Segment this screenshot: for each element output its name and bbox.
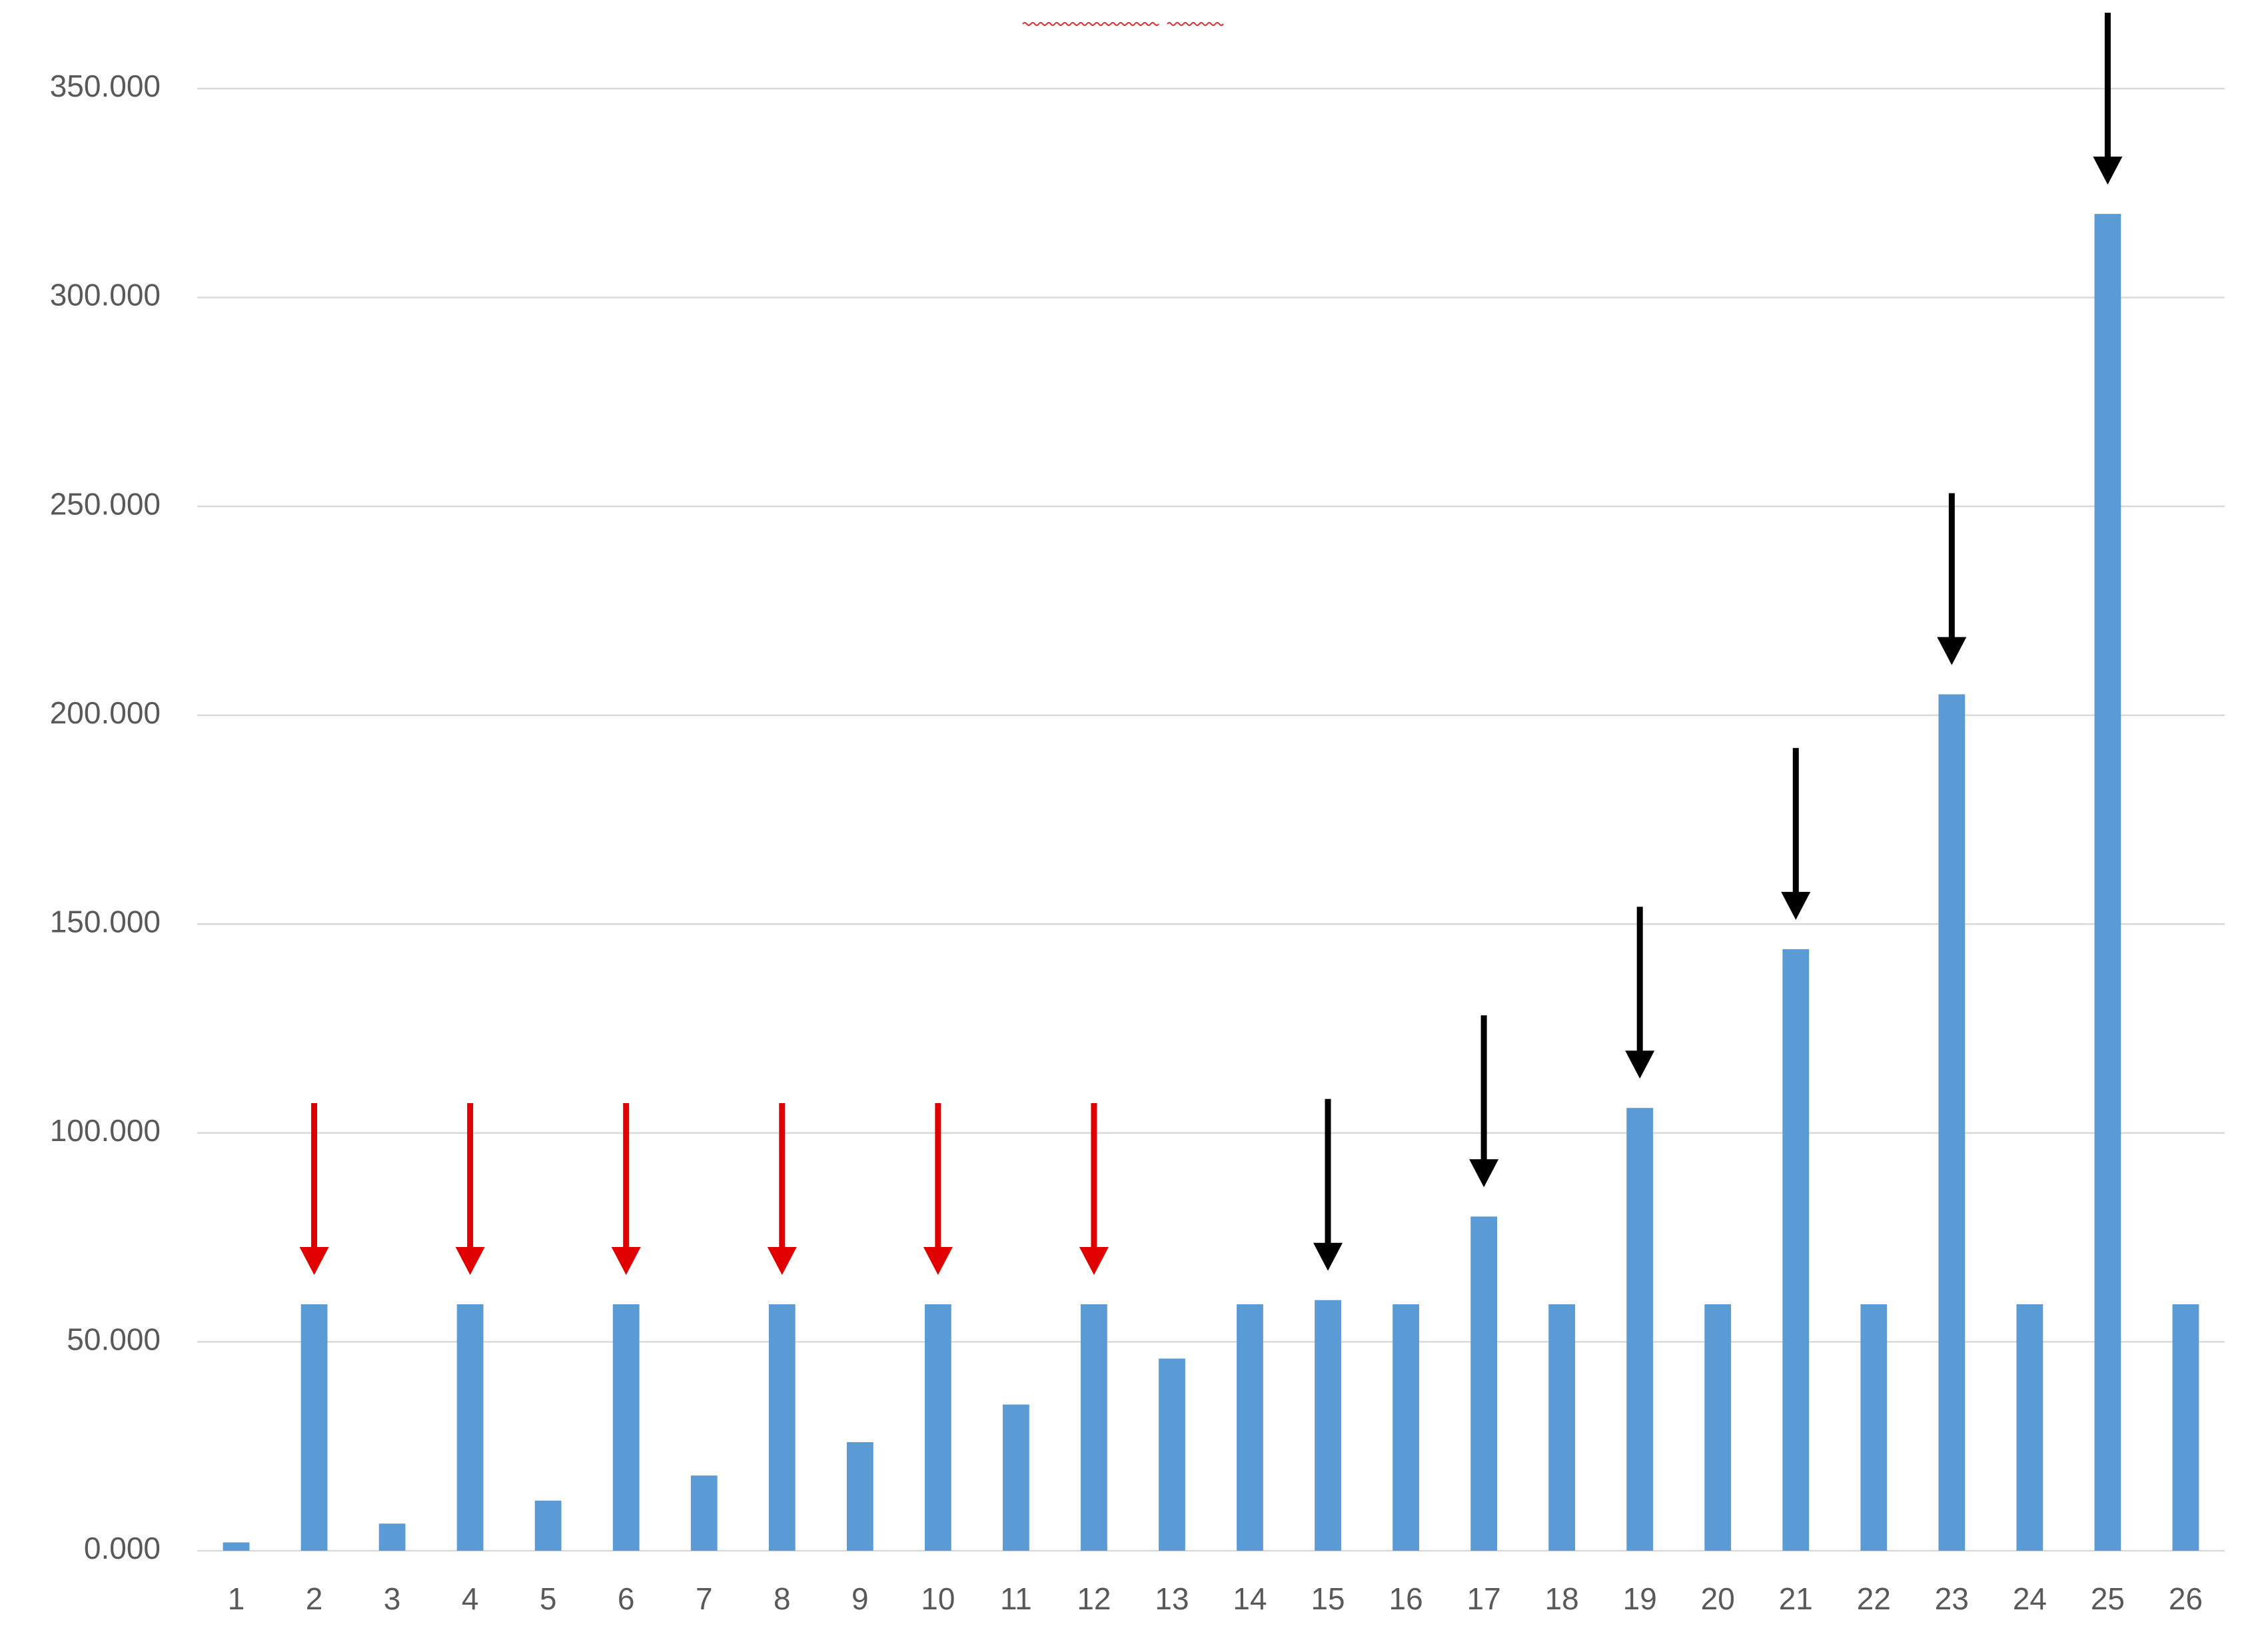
bar <box>1782 949 1810 1551</box>
arrow-head <box>1781 891 1811 920</box>
bar <box>1470 1216 1498 1551</box>
x-tick-label: 14 <box>1233 1581 1267 1616</box>
arrow-head <box>923 1246 953 1275</box>
x-tick-label: 18 <box>1545 1581 1579 1616</box>
bar <box>1237 1304 1263 1551</box>
bar <box>1626 1108 1654 1551</box>
x-tick-label: 16 <box>1389 1581 1423 1616</box>
y-tick-label: 350.000 <box>50 69 161 103</box>
x-tick-label: 24 <box>2013 1581 2047 1616</box>
bar <box>1938 694 1965 1551</box>
y-tick-label: 0.000 <box>84 1531 161 1565</box>
bar <box>768 1304 796 1551</box>
x-tick-label: 21 <box>1779 1581 1813 1616</box>
y-tick-label: 300.000 <box>50 278 161 312</box>
bar <box>456 1304 484 1551</box>
y-tick-label: 100.000 <box>50 1113 161 1148</box>
bar <box>1860 1304 1888 1551</box>
bar <box>2172 1304 2199 1551</box>
arrow-head <box>1469 1159 1499 1188</box>
y-tick-label: 200.000 <box>50 695 161 730</box>
arrow-head <box>1625 1050 1655 1079</box>
x-tick-label: 4 <box>462 1581 479 1616</box>
x-tick-label: 13 <box>1155 1581 1189 1616</box>
arrow-head <box>1079 1246 1109 1275</box>
x-tick-label: 25 <box>2091 1581 2125 1616</box>
arrow-head <box>299 1246 329 1275</box>
bar <box>1081 1304 1107 1551</box>
arrow-head <box>611 1246 641 1275</box>
y-tick-label: 250.000 <box>50 486 161 521</box>
bar <box>2016 1304 2043 1551</box>
x-tick-label: 12 <box>1077 1581 1111 1616</box>
x-tick-label: 17 <box>1467 1581 1501 1616</box>
bar <box>1315 1300 1341 1551</box>
bar <box>1003 1404 1029 1551</box>
bar <box>2094 214 2121 1551</box>
x-tick-label: 19 <box>1623 1581 1657 1616</box>
x-tick-label: 2 <box>306 1581 323 1616</box>
bar <box>534 1500 562 1551</box>
x-tick-label: 8 <box>774 1581 791 1616</box>
x-tick-label: 10 <box>921 1581 955 1616</box>
arrow-head <box>1313 1242 1343 1271</box>
bar <box>223 1542 250 1551</box>
bar <box>690 1475 718 1551</box>
arrow-head <box>2093 157 2123 185</box>
x-tick-label: 3 <box>384 1581 401 1616</box>
x-tick-label: 11 <box>1000 1581 1032 1616</box>
arrow-head <box>455 1246 485 1275</box>
arrow-head <box>1937 637 1967 665</box>
x-tick-label: 9 <box>851 1581 869 1616</box>
bar <box>846 1442 873 1551</box>
x-tick-label: 22 <box>1857 1581 1891 1616</box>
x-tick-label: 5 <box>540 1581 557 1616</box>
bar <box>1393 1304 1419 1551</box>
x-tick-label: 7 <box>696 1581 713 1616</box>
bar <box>924 1304 951 1551</box>
y-tick-label: 50.000 <box>67 1322 161 1357</box>
x-tick-label: 15 <box>1311 1581 1345 1616</box>
bar <box>1704 1304 1732 1551</box>
bar <box>378 1523 406 1551</box>
x-tick-label: 23 <box>1935 1581 1969 1616</box>
bar <box>612 1304 640 1551</box>
x-tick-label: 6 <box>618 1581 635 1616</box>
y-tick-label: 150.000 <box>50 904 161 939</box>
bar <box>1548 1304 1576 1551</box>
bar <box>300 1304 328 1551</box>
x-tick-label: 20 <box>1701 1581 1735 1616</box>
arrow-head <box>767 1246 797 1275</box>
x-tick-label: 26 <box>2169 1581 2203 1616</box>
bar <box>1159 1358 1185 1551</box>
x-tick-label: 1 <box>228 1581 245 1616</box>
spell-check-squiggle <box>1022 22 1224 26</box>
